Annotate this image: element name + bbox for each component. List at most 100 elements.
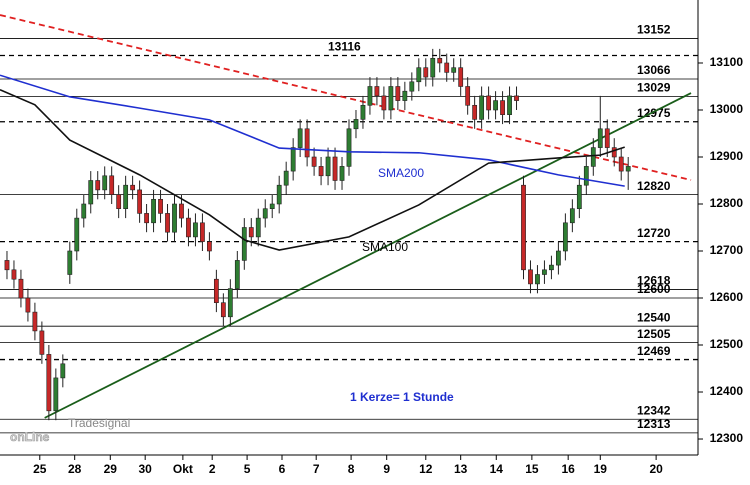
candle-body <box>172 203 177 233</box>
y-tick-label: 12300 <box>710 431 744 445</box>
candle-body <box>213 278 219 304</box>
candle-body <box>269 203 275 209</box>
candle-body <box>465 86 471 106</box>
level-label: 12313 <box>637 417 671 431</box>
logo: onLine <box>10 430 50 444</box>
x-tick-label: 9 <box>383 462 390 476</box>
candle-body <box>255 217 261 238</box>
candle-body <box>32 311 38 332</box>
candle-body <box>304 128 310 158</box>
candle-body <box>583 166 589 186</box>
x-tick-label: 29 <box>104 462 118 476</box>
x-tick-label: 13 <box>454 462 468 476</box>
candle-body <box>88 180 94 205</box>
x-tick-label: 12 <box>419 462 433 476</box>
candle-body <box>444 62 450 73</box>
level-label: 13116 <box>328 40 361 54</box>
x-tick-label: 7 <box>313 462 320 476</box>
y-tick-label: 12700 <box>710 243 744 257</box>
level-label: 12505 <box>637 327 671 341</box>
candle-body <box>25 297 31 313</box>
candle-body <box>74 217 80 252</box>
series-label: SMA200 <box>378 166 424 180</box>
candle-body <box>151 198 156 224</box>
level-label: 12540 <box>637 310 671 324</box>
candle-body <box>423 67 429 78</box>
moving-average <box>0 89 625 251</box>
candle-body <box>53 377 59 412</box>
candle-body <box>479 95 485 120</box>
candle-body <box>590 147 596 167</box>
candle-body <box>381 95 387 111</box>
candle-body <box>625 166 631 172</box>
candle-body <box>4 260 10 271</box>
x-tick-label: 16 <box>561 462 575 476</box>
candle-body <box>597 128 603 148</box>
candle-body <box>283 170 289 186</box>
candle-body <box>311 156 317 167</box>
y-tick-label: 13000 <box>710 102 744 116</box>
candle-body <box>297 128 303 148</box>
level-label: 12618 <box>637 274 671 288</box>
candle-body <box>144 213 149 224</box>
x-tick-label: 25 <box>33 462 47 476</box>
candle-body <box>472 104 478 120</box>
candle-body <box>416 67 422 83</box>
candle-body <box>339 166 345 181</box>
candle-body <box>193 222 198 238</box>
candle-body <box>346 128 352 167</box>
candle-body <box>535 274 540 285</box>
y-tick-label: 12500 <box>710 337 744 351</box>
candle-body <box>39 330 45 355</box>
candle-body <box>611 147 617 158</box>
level-label: 12720 <box>637 226 671 240</box>
candle-body <box>451 67 457 73</box>
candle-body <box>374 86 380 97</box>
x-tick-label: 15 <box>525 462 539 476</box>
candle-body <box>207 241 212 252</box>
trendline <box>44 92 692 419</box>
level-label: 13029 <box>637 81 671 95</box>
y-tick-label: 12400 <box>710 384 744 398</box>
candle-body <box>395 86 401 101</box>
candle-body <box>458 67 464 87</box>
candle-body <box>234 260 240 289</box>
candle-body <box>430 57 436 78</box>
candle-body <box>493 100 498 111</box>
candle-body <box>179 203 184 219</box>
candle-body <box>562 222 568 252</box>
candle-body <box>130 184 136 191</box>
candle-body <box>514 95 519 101</box>
candle-body <box>60 363 66 379</box>
candle-body <box>102 175 108 191</box>
candle-body <box>137 189 142 214</box>
candle-body <box>332 156 338 181</box>
candle-body <box>11 269 17 280</box>
candle-body <box>81 203 87 219</box>
level-label: 13152 <box>637 23 671 37</box>
candle-body <box>409 81 415 92</box>
x-tick-label: 5 <box>244 462 251 476</box>
candle-body <box>123 184 129 209</box>
candle-body <box>360 104 366 120</box>
level-label: 12342 <box>637 403 671 417</box>
x-tick-label: 20 <box>649 462 663 476</box>
moving-average <box>0 74 625 187</box>
candle-body <box>46 354 52 412</box>
candle-body <box>67 250 73 275</box>
candle-body <box>549 264 554 271</box>
x-tick-label: 2 <box>209 462 216 476</box>
y-tick-label: 12600 <box>710 290 744 304</box>
x-tick-label: 8 <box>348 462 355 476</box>
x-tick-label: 30 <box>139 462 153 476</box>
trendline <box>0 14 692 181</box>
candle-body <box>318 166 324 177</box>
candle-body <box>528 269 533 285</box>
candle-body <box>569 208 575 224</box>
level-label: 12600 <box>637 282 671 296</box>
candle-body <box>500 100 505 115</box>
x-tick-label: 19 <box>594 462 608 476</box>
candle-body <box>186 217 191 238</box>
candle-body <box>437 57 443 64</box>
